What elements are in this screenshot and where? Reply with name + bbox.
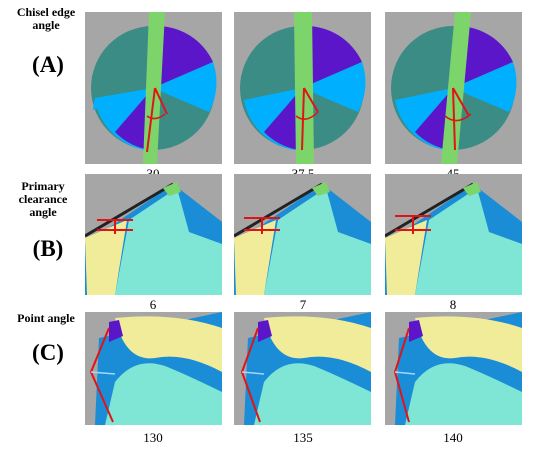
drill-point-view-icon bbox=[89, 312, 222, 425]
drill-clearance-view-icon bbox=[85, 182, 222, 295]
value-b3: 8 bbox=[449, 297, 457, 312]
drill-point-view-icon bbox=[240, 312, 371, 425]
drill-end-view-icon bbox=[91, 12, 217, 164]
row-b-title: Primary clearance angle bbox=[18, 179, 68, 219]
row-c-title: Point angle bbox=[17, 311, 75, 325]
panel-a3 bbox=[385, 12, 522, 164]
row-b-letter: (B) bbox=[32, 236, 64, 261]
panel-a2 bbox=[234, 12, 371, 164]
panel-b3 bbox=[385, 174, 522, 295]
value-c2: 135 bbox=[293, 430, 313, 445]
row-a-letter: (A) bbox=[32, 52, 64, 77]
drill-end-view-icon bbox=[240, 12, 366, 164]
drill-end-view-icon bbox=[391, 12, 517, 164]
panel-c3 bbox=[385, 312, 522, 425]
value-b2: 7 bbox=[299, 297, 307, 312]
value-c1: 130 bbox=[143, 430, 163, 445]
drill-point-view-icon bbox=[393, 312, 522, 425]
value-c3: 140 bbox=[443, 430, 463, 445]
panel-a1 bbox=[85, 12, 222, 164]
drill-clearance-view-icon bbox=[234, 182, 371, 295]
panel-b2 bbox=[234, 174, 371, 295]
row-a-title: Chisel edge angle bbox=[16, 5, 76, 32]
panel-c1 bbox=[85, 312, 222, 425]
panel-c2 bbox=[234, 312, 371, 425]
value-b1: 6 bbox=[149, 297, 157, 312]
drill-clearance-view-icon bbox=[385, 182, 522, 295]
row-c-letter: (C) bbox=[32, 340, 64, 365]
panel-b1 bbox=[85, 174, 222, 295]
